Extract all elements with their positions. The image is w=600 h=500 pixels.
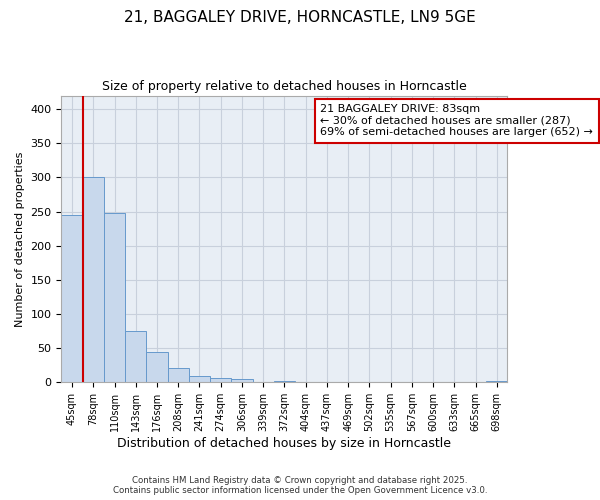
Bar (232, 379, 253, 382)
Bar (274, 381, 295, 382)
Bar (210, 378, 232, 382)
Title: Size of property relative to detached houses in Horncastle: Size of property relative to detached ho… (102, 80, 467, 93)
Bar (486, 381, 508, 382)
Bar (104, 213, 125, 382)
Text: 21, BAGGALEY DRIVE, HORNCASTLE, LN9 5GE: 21, BAGGALEY DRIVE, HORNCASTLE, LN9 5GE (124, 10, 476, 25)
Bar (167, 368, 189, 382)
Bar (189, 376, 210, 382)
X-axis label: Distribution of detached houses by size in Horncastle: Distribution of detached houses by size … (118, 437, 451, 450)
Text: Contains HM Land Registry data © Crown copyright and database right 2025.
Contai: Contains HM Land Registry data © Crown c… (113, 476, 487, 495)
Text: 21 BAGGALEY DRIVE: 83sqm
← 30% of detached houses are smaller (287)
69% of semi-: 21 BAGGALEY DRIVE: 83sqm ← 30% of detach… (320, 104, 593, 138)
Bar (146, 352, 167, 382)
Bar (125, 331, 146, 382)
Y-axis label: Number of detached properties: Number of detached properties (15, 152, 25, 326)
Bar (61, 215, 83, 382)
Bar (83, 178, 104, 382)
